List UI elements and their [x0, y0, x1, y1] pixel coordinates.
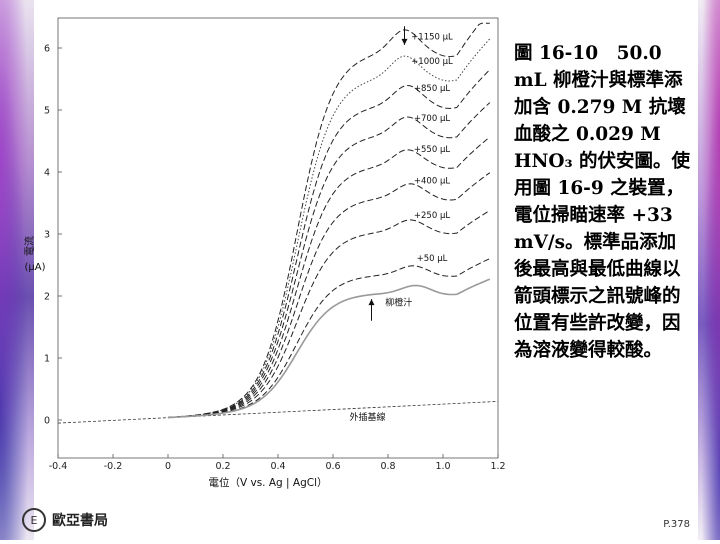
- series-label: +850 μL: [414, 84, 450, 94]
- y-tick-label: 6: [44, 44, 50, 55]
- series-label: +250 μL: [414, 211, 450, 221]
- annotation-label: 柳橙汁: [385, 296, 412, 308]
- y-tick-label: 5: [44, 106, 50, 117]
- series-line-0: [167, 22, 490, 418]
- x-axis-label: 電位（V vs. Ag | AgCl）: [208, 476, 327, 489]
- series-label: +550 μL: [414, 145, 450, 155]
- x-tick-label: 1.2: [490, 461, 505, 472]
- publisher-logo: E 歐亞書局: [22, 508, 108, 532]
- series-label: +50 μL: [417, 254, 448, 264]
- series-line-8: [167, 278, 491, 419]
- series-line-5: [167, 172, 491, 418]
- y-tick-label: 2: [44, 292, 50, 303]
- x-tick-label: -0.2: [104, 461, 123, 472]
- series-line-7: [167, 258, 491, 419]
- baseline-annotation: 外插基線: [350, 411, 386, 423]
- right-decorative-border: [698, 0, 720, 540]
- left-decorative-border: [0, 0, 34, 540]
- top-curve-arrow-head: [401, 38, 408, 45]
- y-tick-label: 3: [44, 230, 50, 241]
- x-tick-label: 0.8: [380, 461, 395, 472]
- x-tick-label: 0: [165, 461, 171, 472]
- figure-caption: 圖 16-10 50.0 mL 柳橙汁與標準添加含 0.279 M 抗壞血酸之 …: [514, 43, 691, 361]
- series-label: +1000 μL: [411, 57, 453, 67]
- x-tick-label: -0.4: [49, 461, 68, 472]
- y-axis-label-line2: (μA): [24, 262, 45, 273]
- x-tick-label: 0.4: [270, 461, 285, 472]
- y-tick-label: 0: [44, 416, 50, 427]
- publisher-logo-icon: E: [22, 508, 46, 532]
- baseline-line: [57, 401, 499, 424]
- y-tick-label: 1: [44, 354, 50, 365]
- x-tick-label: 1.0: [435, 461, 450, 472]
- x-tick-label: 0.2: [215, 461, 230, 472]
- series-line-1: [167, 38, 491, 418]
- x-tick-label: 0.6: [325, 461, 340, 472]
- series-label: +400 μL: [414, 176, 450, 186]
- series-label: +700 μL: [414, 114, 450, 124]
- series-line-6: [167, 210, 491, 418]
- y-tick-label: 4: [44, 168, 50, 179]
- series-label: +1150 μL: [411, 32, 453, 42]
- page-number: P.378: [663, 519, 690, 530]
- publisher-name: 歐亞書局: [52, 513, 108, 529]
- y-axis-label-line1: 電流: [23, 236, 36, 256]
- annotation-arrow-head: [368, 299, 375, 306]
